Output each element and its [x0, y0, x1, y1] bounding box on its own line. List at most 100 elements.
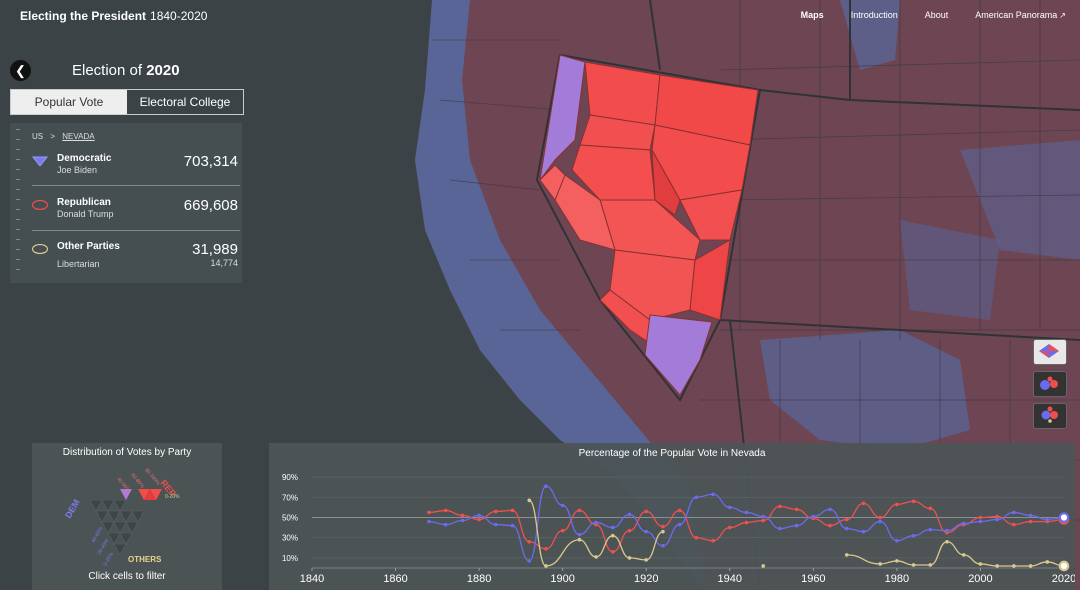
- breadcrumb: US > NEVADA: [32, 132, 95, 141]
- nav-maps[interactable]: Maps: [800, 10, 824, 20]
- cartogram-view-button[interactable]: [1033, 403, 1067, 429]
- breadcrumb-root[interactable]: US: [32, 132, 44, 141]
- series-0-point: [577, 508, 582, 513]
- series-2-point: [661, 529, 665, 534]
- series-0-point: [895, 502, 899, 507]
- ternary-cell-rep-80-100-b[interactable]: [144, 489, 156, 500]
- series-0-point: [844, 517, 849, 522]
- external-link-icon: ↗: [1059, 11, 1066, 20]
- vote-count: 703,314: [183, 153, 238, 170]
- x-tick-label: 1900: [550, 573, 574, 585]
- candidate-name: Donald Trump: [57, 209, 114, 219]
- party-name: Democratic: [57, 153, 112, 164]
- series-0-point: [878, 515, 882, 520]
- distribution-footer: Click cells to filter: [88, 571, 166, 582]
- series-0-point: [677, 508, 682, 513]
- series-0-point: [527, 539, 532, 544]
- series-2-point: [911, 563, 916, 567]
- candidate-name: Joe Biden: [57, 165, 98, 175]
- bubble-map-icon: [1040, 376, 1058, 390]
- series-1-point: [494, 522, 498, 527]
- y-tick-label: 50%: [282, 514, 298, 523]
- series-1-point: [778, 526, 782, 531]
- series-1-point: [1045, 517, 1050, 522]
- election-title: Election of 2020: [72, 62, 180, 79]
- back-button[interactable]: ❮: [10, 60, 31, 81]
- breadcrumb-separator: >: [50, 132, 56, 141]
- result-democratic[interactable]: Democratic Joe Biden 703,314: [32, 153, 238, 193]
- series-0-point: [911, 499, 916, 504]
- series-2-point: [995, 564, 999, 568]
- ternary-cell-rep-80-100[interactable]: [150, 489, 162, 500]
- vote-type-tabs: Popular Vote Electoral College: [10, 89, 244, 115]
- ternary-plot[interactable]: DEM REP OTHERS 40-60% 60-80% 80-100% 40-…: [32, 461, 222, 571]
- series-1-point: [878, 519, 882, 524]
- chart-title: Percentage of the Popular Vote in Nevada: [578, 448, 766, 459]
- series-1-point: [978, 519, 983, 524]
- nav-about[interactable]: About: [924, 10, 949, 20]
- series-1-point: [844, 526, 849, 531]
- map-coast-blue: [415, 0, 705, 590]
- series-0-point: [711, 538, 715, 543]
- series-1-point: [744, 510, 749, 515]
- rep-tick-3: 80-100%: [143, 467, 161, 487]
- series-0-point: [661, 524, 665, 529]
- series-0-point: [510, 508, 515, 513]
- breadcrumb-state[interactable]: NEVADA: [62, 132, 95, 141]
- x-tick-label: 2000: [968, 573, 992, 585]
- x-tick-label: 1980: [885, 573, 909, 585]
- x-tick-label: 1840: [300, 573, 324, 585]
- result-other-parties[interactable]: Other Parties Libertarian 31,989 14,774: [32, 241, 238, 281]
- app-title[interactable]: Electing the President 1840-2020: [20, 9, 207, 23]
- series-2-point: [895, 559, 899, 563]
- series-0-point: [544, 547, 548, 551]
- choropleth-view-button[interactable]: [1033, 339, 1067, 365]
- nav-introduction[interactable]: Introduction: [850, 10, 898, 20]
- nevada-state[interactable]: [539, 54, 759, 396]
- tab-electoral-college[interactable]: Electoral College: [139, 95, 231, 109]
- series-1-point: [995, 517, 999, 522]
- series-0-point: [460, 513, 465, 518]
- series-1-point: [594, 520, 598, 525]
- election-year: 2020: [146, 62, 180, 79]
- popular-vote-chart[interactable]: 10% 30% 50% 70% 90% 1840 1860 1880 1900 1920 1940 1…: [269, 443, 1075, 590]
- series-1-point: [644, 529, 649, 534]
- y-tick-label: 30%: [282, 534, 298, 543]
- sub-vote-count: 14,774: [210, 258, 238, 268]
- series-0-point: [861, 501, 866, 506]
- republican-party-icon: [32, 200, 48, 210]
- series-1-point: [661, 543, 665, 548]
- tab-popular-vote[interactable]: Popular Vote: [11, 90, 127, 114]
- series-2-point: [1045, 560, 1050, 564]
- series-2-point: [928, 563, 933, 567]
- series-0-point: [928, 506, 933, 511]
- series-1-point: [794, 523, 799, 528]
- ternary-cell-rep-60-80[interactable]: [138, 489, 150, 500]
- map-blue-region-5: [900, 220, 1000, 320]
- result-republican[interactable]: Republican Donald Trump 669,608: [32, 197, 238, 237]
- series-1-point: [1058, 512, 1070, 523]
- diamond-map-icon: [1039, 344, 1059, 358]
- dem-axis-label: DEM: [63, 498, 82, 520]
- series-0-point: [694, 535, 699, 540]
- nav-american-panorama[interactable]: American Panorama ↗: [975, 10, 1066, 20]
- series-1-point: [861, 529, 866, 534]
- series-1-point: [961, 521, 966, 526]
- series-1-point: [443, 522, 448, 527]
- series-1-point: [895, 538, 899, 543]
- series-0-point: [477, 517, 481, 522]
- series-line-0: [428, 500, 1065, 553]
- series-0-point: [828, 523, 832, 528]
- nav-american-panorama-label: American Panorama: [975, 10, 1058, 20]
- series-0-point: [443, 508, 448, 513]
- scroll-ticks[interactable]: [16, 129, 20, 279]
- ternary-cell-dem-selected[interactable]: [120, 489, 132, 500]
- series-2-point: [577, 537, 582, 542]
- series-1-point: [928, 527, 933, 532]
- series-1-point: [761, 514, 765, 519]
- series-1-point: [811, 514, 816, 519]
- series-2-point: [527, 498, 532, 503]
- bubble-view-button[interactable]: [1033, 371, 1067, 397]
- party-name: Republican: [57, 197, 111, 208]
- y-tick-label: 70%: [282, 493, 298, 502]
